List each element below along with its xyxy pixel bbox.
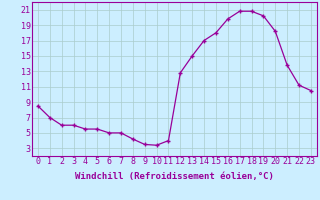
X-axis label: Windchill (Refroidissement éolien,°C): Windchill (Refroidissement éolien,°C): [75, 172, 274, 181]
